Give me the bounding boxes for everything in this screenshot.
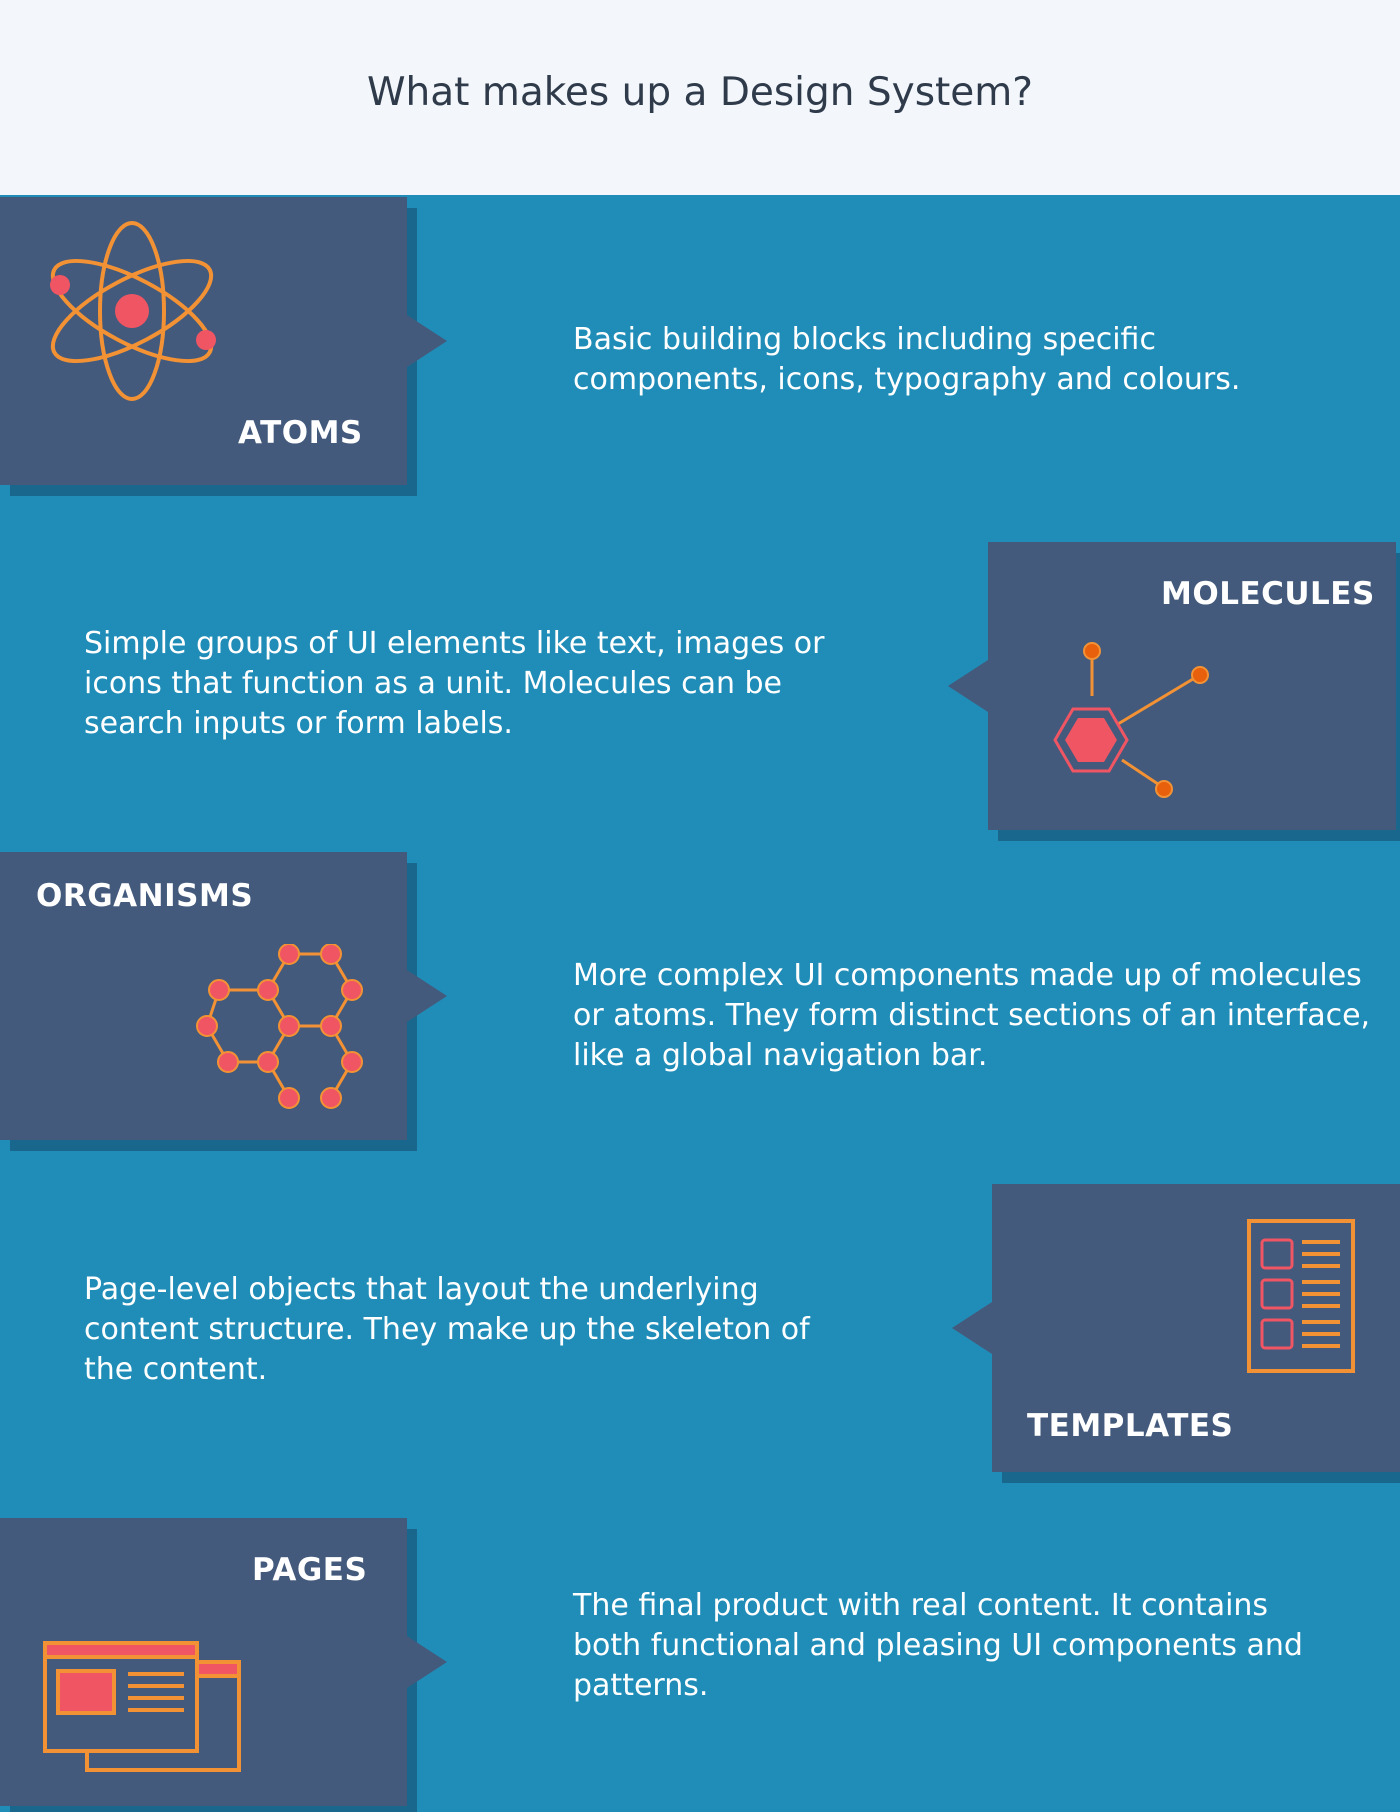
section-label-organisms: ORGANISMS (36, 878, 254, 914)
molecule-icon (1053, 642, 1209, 798)
template-icon (1247, 1219, 1355, 1373)
section-description-molecules: Simple groups of UI elements like text, … (84, 626, 825, 741)
section-description-templates: Page-level objects that layout the under… (84, 1272, 810, 1387)
card-pages: PAGES (0, 1518, 447, 1806)
section-description-pages: The final product with real content. It … (573, 1588, 1303, 1703)
section-label-pages: PAGES (252, 1552, 368, 1588)
card-organisms: ORGANISMS (0, 852, 447, 1140)
card-atoms: ATOMS (0, 197, 447, 485)
card-pointer (407, 970, 447, 1022)
page-title: What makes up a Design System? (366, 70, 1033, 115)
section-label-atoms: ATOMS (238, 415, 363, 451)
organism-icon (196, 944, 363, 1109)
section-description-atoms: Basic building blocks including specific… (573, 322, 1241, 397)
card-templates: TEMPLATES (952, 1184, 1400, 1472)
card-pointer (952, 1302, 992, 1354)
card-pointer (948, 660, 988, 712)
card-pointer (407, 315, 447, 367)
card-pointer (407, 1636, 447, 1688)
pages-icon (43, 1641, 241, 1772)
atom-icon (50, 221, 216, 401)
section-label-templates: TEMPLATES (1027, 1408, 1234, 1444)
card-molecules: MOLECULES (948, 542, 1396, 830)
header: What makes up a Design System? (0, 0, 1400, 195)
section-label-molecules: MOLECULES (1161, 576, 1375, 612)
section-description-organisms: More complex UI components made up of mo… (573, 958, 1371, 1073)
